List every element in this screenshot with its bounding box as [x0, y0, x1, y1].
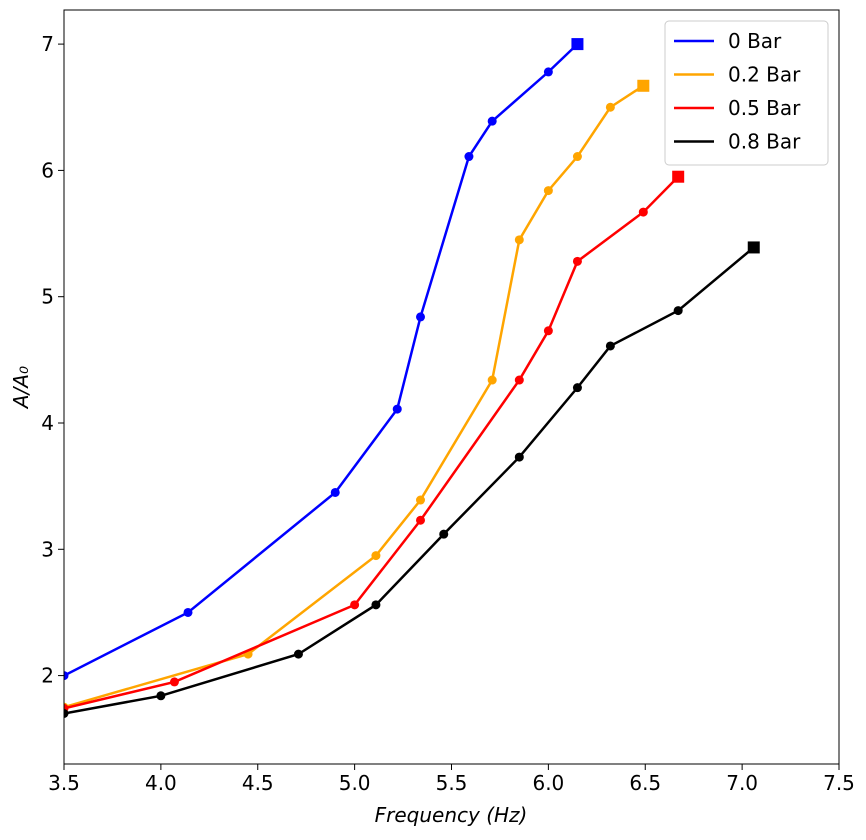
x-tick-label: 6.0 [532, 771, 564, 795]
point-marker [350, 600, 360, 610]
y-tick-label: 2 [41, 664, 54, 688]
legend-label: 0.5 Bar [728, 96, 801, 120]
y-tick-label: 6 [41, 158, 54, 182]
point-marker [572, 152, 582, 162]
point-marker [416, 312, 425, 322]
point-marker [169, 677, 179, 687]
point-marker [416, 495, 425, 505]
x-tick-label: 5.5 [436, 771, 468, 795]
x-axis-label: Frequency (Hz) [375, 803, 528, 827]
x-tick-label: 4.5 [242, 771, 274, 795]
point-marker [605, 341, 615, 351]
point-marker [673, 306, 683, 316]
point-marker [543, 326, 553, 336]
x-tick-label: 5.0 [339, 771, 371, 795]
legend-label: 0.2 Bar [728, 63, 801, 87]
point-marker [371, 551, 381, 561]
point-marker [416, 515, 425, 525]
point-marker [543, 67, 553, 77]
y-axis-label: A/A₀ [9, 366, 33, 410]
point-marker [514, 375, 524, 385]
series-line [64, 43, 579, 677]
x-tick-label: 3.5 [48, 771, 80, 795]
point-marker [183, 607, 193, 617]
point-marker [572, 383, 582, 393]
end-marker [672, 170, 685, 183]
plot-area [64, 38, 760, 718]
y-tick-label: 5 [41, 285, 54, 309]
x-tick-label: 4.0 [145, 771, 177, 795]
y-tick-label: 4 [41, 411, 54, 435]
series-line [64, 84, 644, 709]
end-marker [747, 241, 760, 254]
point-marker [514, 235, 524, 245]
series-line [64, 246, 755, 715]
x-tick-label: 7.0 [726, 771, 758, 795]
legend-label: 0.8 Bar [728, 130, 801, 154]
point-marker [464, 152, 474, 162]
point-marker [392, 404, 402, 414]
end-marker [637, 79, 650, 92]
point-marker [64, 671, 69, 681]
point-marker [371, 600, 381, 610]
point-marker [487, 375, 497, 385]
legend-label: 0 Bar [728, 29, 782, 53]
point-marker [572, 256, 582, 266]
end-marker [571, 38, 584, 51]
x-tick-label: 6.5 [629, 771, 661, 795]
point-marker [330, 487, 340, 497]
point-marker [487, 116, 497, 126]
point-marker [64, 708, 69, 718]
y-tick-label: 3 [41, 537, 54, 561]
point-marker [156, 691, 166, 701]
point-marker [605, 102, 615, 112]
legend-box [664, 20, 829, 166]
point-marker [514, 452, 524, 462]
point-marker [543, 186, 553, 196]
point-marker [439, 529, 449, 539]
point-marker [638, 207, 648, 217]
point-marker [293, 649, 303, 659]
y-tick-label: 7 [41, 32, 54, 56]
x-tick-label: 7.5 [823, 771, 855, 795]
